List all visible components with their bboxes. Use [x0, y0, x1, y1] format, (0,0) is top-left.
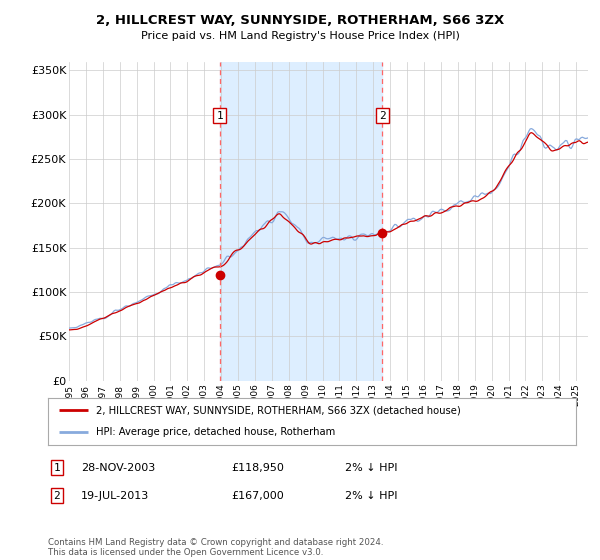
Text: £167,000: £167,000 — [231, 491, 284, 501]
Text: 19-JUL-2013: 19-JUL-2013 — [81, 491, 149, 501]
Text: 28-NOV-2003: 28-NOV-2003 — [81, 463, 155, 473]
Text: 2% ↓ HPI: 2% ↓ HPI — [345, 463, 398, 473]
Text: £118,950: £118,950 — [231, 463, 284, 473]
Text: Price paid vs. HM Land Registry's House Price Index (HPI): Price paid vs. HM Land Registry's House … — [140, 31, 460, 41]
Text: 2, HILLCREST WAY, SUNNYSIDE, ROTHERHAM, S66 3ZX: 2, HILLCREST WAY, SUNNYSIDE, ROTHERHAM, … — [96, 14, 504, 27]
Bar — [220, 62, 382, 381]
Text: Contains HM Land Registry data © Crown copyright and database right 2024.
This d: Contains HM Land Registry data © Crown c… — [48, 538, 383, 557]
Text: 1: 1 — [216, 111, 223, 121]
Text: 2: 2 — [53, 491, 61, 501]
Text: 2, HILLCREST WAY, SUNNYSIDE, ROTHERHAM, S66 3ZX (detached house): 2, HILLCREST WAY, SUNNYSIDE, ROTHERHAM, … — [95, 405, 460, 416]
Text: 2% ↓ HPI: 2% ↓ HPI — [345, 491, 398, 501]
Text: HPI: Average price, detached house, Rotherham: HPI: Average price, detached house, Roth… — [95, 427, 335, 437]
Text: 1: 1 — [53, 463, 61, 473]
Text: 2: 2 — [379, 111, 386, 121]
